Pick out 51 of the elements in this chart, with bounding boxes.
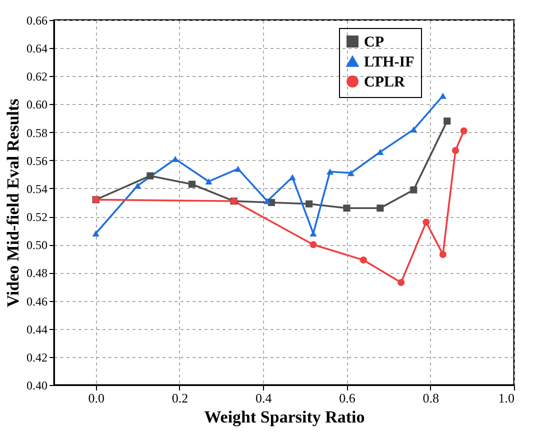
point [234,166,242,172]
point [343,204,350,212]
y-tick-label: 0.56 [26,154,48,168]
point [422,218,430,226]
y-tick-label: 0.42 [26,350,48,364]
point [134,182,142,189]
x-tick-label: 0.0 [88,390,104,406]
y-axis-title: Video Mid-field Eval Results [4,98,22,308]
legend-label: CP [364,34,384,50]
y-tick-label: 0.52 [26,210,48,224]
point [288,174,296,180]
y-tick-label: 0.50 [26,238,48,252]
point [460,127,468,134]
point [92,230,100,236]
point [188,180,196,188]
point [326,168,334,175]
point [172,156,179,162]
y-tick-label: 0.64 [26,42,48,56]
x-tick-label: 0.4 [255,390,272,406]
y-tick-label: 0.66 [26,14,48,28]
point [444,118,451,125]
point [306,200,313,208]
y-tick-label: 0.58 [26,126,48,140]
point [410,186,418,194]
point [205,178,212,185]
point [347,170,354,176]
x-tick-label: 0.8 [422,390,439,406]
legend-label: CPLR [364,74,405,90]
x-tick-label: 0.6 [339,390,356,406]
point [439,250,446,258]
point [376,204,384,212]
y-tick-label: 0.54 [26,182,48,196]
x-tick-label: 1.0 [498,390,514,406]
point [360,256,367,264]
point [376,148,384,156]
point [264,198,271,204]
y-tick-label: 0.40 [26,378,48,392]
y-tick-label: 0.60 [26,98,48,112]
point [146,172,154,180]
point [452,147,459,154]
x-tick-label: 0.2 [172,390,188,406]
y-tick-label: 0.48 [26,266,48,280]
point [439,92,446,99]
point [410,126,418,133]
y-tick-label: 0.44 [26,322,48,336]
point [310,241,317,248]
y-tick-label: 0.62 [26,70,48,84]
legend-label: LTH-IF [364,54,414,70]
y-tick-label: 0.46 [26,294,48,308]
x-axis-title: Weight Sparsity Ratio [204,408,365,426]
point [398,278,405,286]
